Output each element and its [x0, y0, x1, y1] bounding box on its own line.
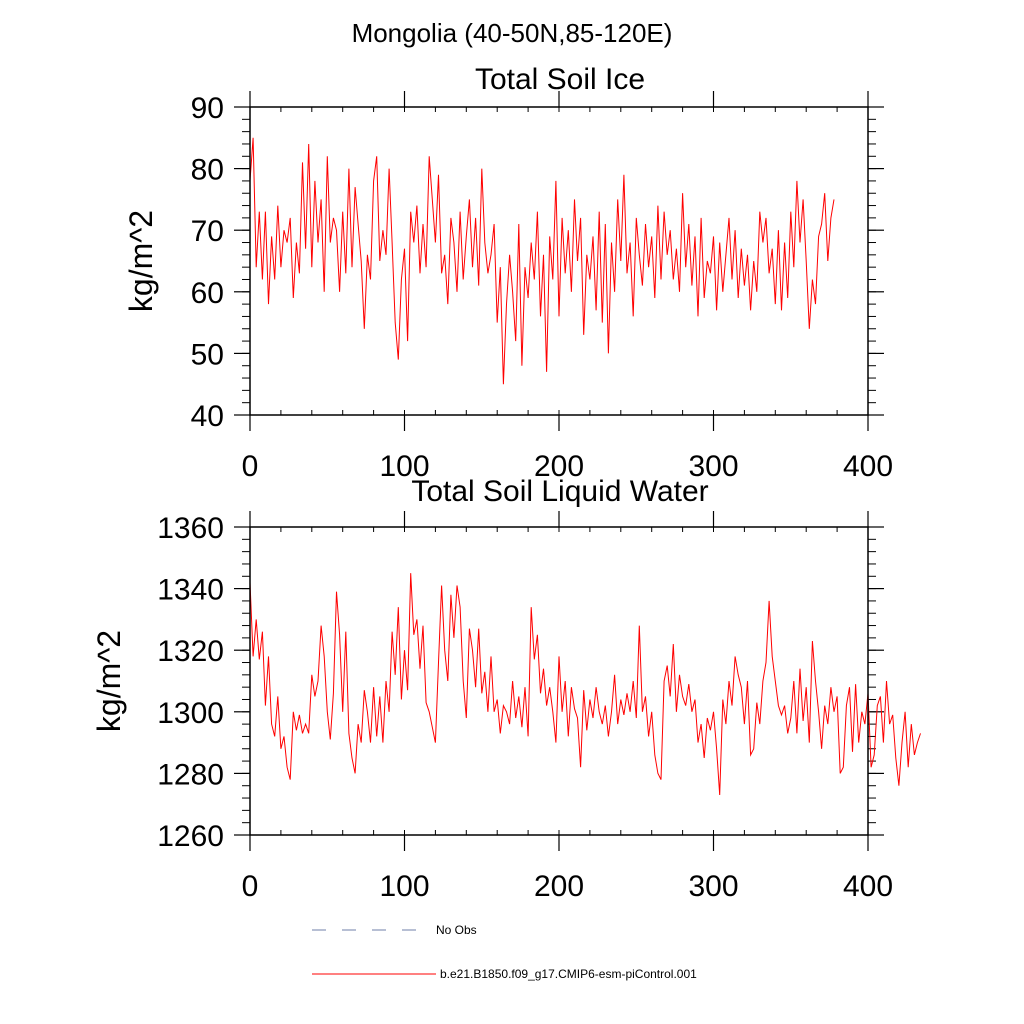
y-tick-label: 1340 — [157, 574, 224, 607]
plot-frame — [249, 106, 869, 416]
y-axis-label: kg/m^2 — [123, 210, 159, 312]
y-tick-label: 1260 — [157, 820, 224, 853]
legend-label-model-run: b.e21.B1850.f09_g17.CMIP6-esm-piControl.… — [440, 967, 697, 981]
y-tick-label: 60 — [191, 277, 224, 310]
x-tick-label: 100 — [379, 870, 429, 903]
y-tick-label: 80 — [191, 154, 224, 187]
y-tick-label: 1300 — [157, 697, 224, 730]
panel-total-soil-liquid-water: Total Soil Liquid Water kg/m^2 0 100 200 30… — [91, 475, 921, 903]
y-tick-label: 1280 — [157, 758, 224, 791]
x-tick-labels: 0 100 200 300 400 — [242, 450, 893, 483]
y-tick-label: 50 — [191, 338, 224, 371]
y-tick-label: 1320 — [157, 635, 224, 668]
x-tick-label: 300 — [688, 870, 738, 903]
y-axis-label: kg/m^2 — [91, 630, 127, 732]
x-tick-label: 100 — [379, 450, 429, 483]
x-tick-label: 0 — [242, 450, 259, 483]
y-tick-label: 1360 — [157, 512, 224, 545]
minor-ticks — [242, 526, 876, 836]
y-tick-label: 40 — [191, 400, 224, 433]
major-ticks — [234, 511, 884, 851]
major-ticks — [234, 91, 884, 431]
x-tick-label: 400 — [843, 450, 893, 483]
panel-total-soil-ice: Total Soil Ice kg/m^2 0 100 200 300 400 40 50… — [123, 63, 893, 483]
x-tick-labels: 0 100 200 300 400 — [242, 870, 893, 903]
figure-title: Mongolia (40-50N,85-120E) — [352, 18, 673, 48]
legend: No Obs b.e21.B1850.f09_g17.CMIP6-esm-piC… — [312, 923, 697, 981]
y-tick-label: 90 — [191, 92, 224, 125]
legend-label-no-obs: No Obs — [436, 923, 477, 937]
panel-title: Total Soil Ice — [475, 63, 645, 96]
series-line-soil-ice — [249, 137, 835, 385]
minor-ticks — [242, 106, 876, 416]
x-tick-label: 200 — [534, 450, 584, 483]
y-tick-labels: 1260 1280 1300 1320 1340 1360 — [157, 512, 224, 853]
x-tick-label: 200 — [534, 870, 584, 903]
x-tick-label: 300 — [688, 450, 738, 483]
plot-frame — [249, 526, 869, 836]
x-tick-label: 0 — [242, 870, 259, 903]
y-tick-labels: 40 50 60 70 80 90 — [191, 92, 224, 433]
series-line-soil-liquid-water — [249, 573, 921, 796]
y-tick-label: 70 — [191, 215, 224, 248]
panel-title: Total Soil Liquid Water — [411, 475, 708, 508]
x-tick-label: 400 — [843, 870, 893, 903]
